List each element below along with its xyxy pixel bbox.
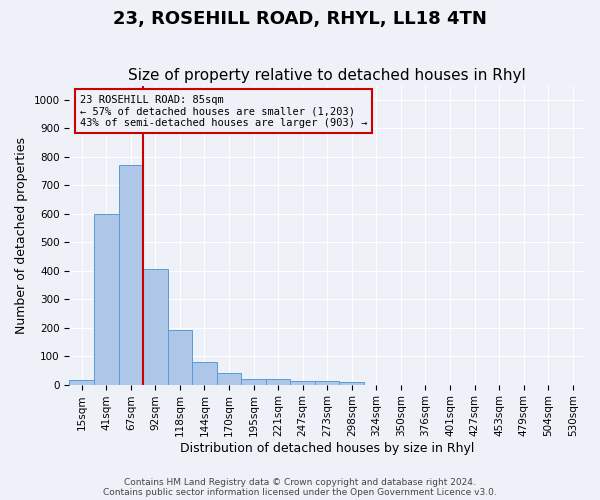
Bar: [241, 380, 266, 384]
Bar: [315, 381, 340, 384]
Bar: [192, 362, 217, 384]
Bar: [119, 166, 143, 384]
Bar: [290, 381, 315, 384]
Bar: [266, 380, 290, 384]
Y-axis label: Number of detached properties: Number of detached properties: [15, 136, 28, 334]
Bar: [143, 270, 167, 384]
Text: 23, ROSEHILL ROAD, RHYL, LL18 4TN: 23, ROSEHILL ROAD, RHYL, LL18 4TN: [113, 10, 487, 28]
Text: 23 ROSEHILL ROAD: 85sqm
← 57% of detached houses are smaller (1,203)
43% of semi: 23 ROSEHILL ROAD: 85sqm ← 57% of detache…: [80, 94, 367, 128]
Text: Contains HM Land Registry data © Crown copyright and database right 2024.
Contai: Contains HM Land Registry data © Crown c…: [103, 478, 497, 497]
Title: Size of property relative to detached houses in Rhyl: Size of property relative to detached ho…: [128, 68, 526, 83]
X-axis label: Distribution of detached houses by size in Rhyl: Distribution of detached houses by size …: [180, 442, 475, 455]
Bar: [70, 380, 94, 384]
Bar: [167, 330, 192, 384]
Bar: [340, 382, 364, 384]
Bar: [94, 214, 119, 384]
Bar: [217, 373, 241, 384]
